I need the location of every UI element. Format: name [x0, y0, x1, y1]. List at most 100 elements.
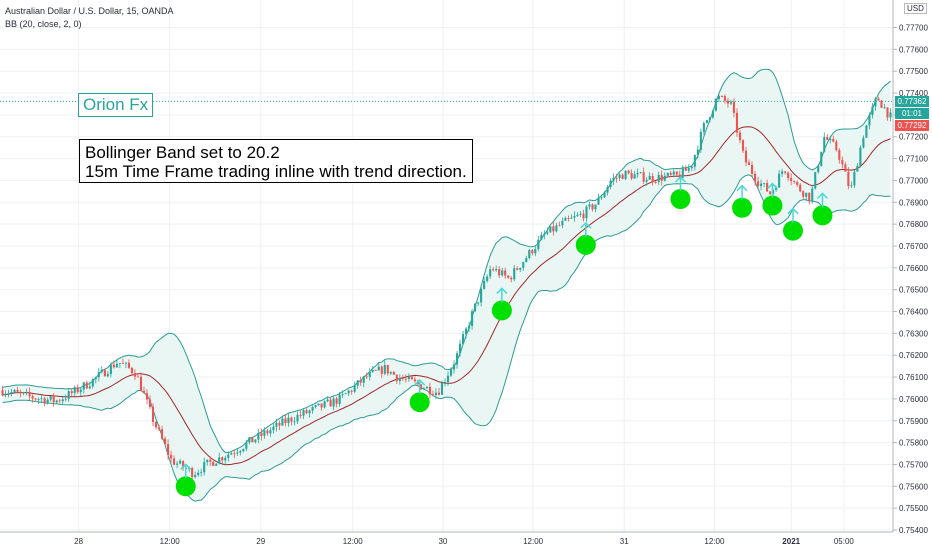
candle-body — [359, 380, 362, 383]
up-arrow-icon — [674, 175, 686, 192]
candle-body — [480, 288, 483, 303]
candle-body — [808, 192, 811, 201]
candle-body — [750, 164, 754, 174]
candle-body — [558, 225, 561, 227]
candle-body — [642, 172, 645, 182]
candle-body — [19, 391, 22, 393]
up-arrow-icon — [496, 287, 508, 303]
candle-body — [507, 275, 510, 278]
candle-body — [603, 192, 606, 198]
candle-body — [820, 151, 823, 166]
signal-dot — [409, 392, 430, 413]
candle-body — [835, 141, 838, 151]
candle-body — [22, 392, 25, 394]
time-tick-label: 05:00 — [834, 537, 855, 546]
candle-body — [46, 399, 49, 404]
candle-body — [239, 451, 242, 453]
candle-body — [705, 120, 708, 123]
candle-body — [708, 117, 711, 121]
candle-body — [233, 453, 236, 455]
candle-body — [136, 376, 140, 378]
candle-body — [850, 185, 853, 187]
candle-body — [618, 174, 621, 178]
candle-body — [576, 214, 579, 216]
candle-body — [615, 177, 618, 179]
symbol-title[interactable]: Australian Dollar / U.S. Dollar, 15, OAN… — [5, 6, 174, 16]
price-axis-bg — [893, 0, 932, 550]
candle-body — [468, 325, 471, 329]
candle-body — [151, 406, 155, 423]
candle-body — [79, 389, 82, 393]
indicator-title[interactable]: BB (20, close, 2, 0) — [5, 19, 82, 29]
candle-body — [133, 373, 137, 377]
signal-dot — [491, 300, 512, 321]
candle-body — [687, 168, 690, 171]
candle-body — [449, 369, 453, 376]
candle-body — [52, 396, 55, 403]
price-tick-label: 0.75900 — [899, 417, 928, 426]
candle-body — [311, 406, 314, 411]
candle-body — [58, 400, 61, 402]
candle-body — [61, 399, 64, 402]
candle-body — [260, 432, 263, 436]
candle-body — [516, 268, 519, 270]
signal-dot — [762, 195, 783, 216]
candle-body — [218, 457, 221, 464]
candle-body — [85, 382, 88, 389]
candle-body — [766, 182, 769, 192]
candle-body — [383, 364, 386, 374]
price-tick-label: 0.76700 — [899, 242, 928, 251]
candle-body — [82, 382, 85, 390]
candle-body — [148, 399, 152, 407]
price-tick-label: 0.75600 — [899, 482, 928, 491]
candle-body — [561, 220, 564, 226]
candle-body — [510, 277, 513, 280]
candle-body — [681, 167, 684, 178]
candle-body — [49, 396, 52, 400]
candle-body — [413, 379, 416, 382]
last-price-tag: 0.77362 — [895, 95, 929, 107]
up-arrow-icon — [180, 463, 192, 479]
candle-body — [458, 343, 462, 354]
up-arrow-icon — [766, 182, 778, 198]
candle-body — [720, 96, 723, 97]
candle-body — [455, 353, 459, 365]
price-tick-label: 0.77700 — [899, 24, 928, 33]
candle-body — [332, 398, 335, 407]
price-tick-label: 0.76800 — [899, 220, 928, 229]
candle-body — [173, 458, 176, 465]
candle-body — [880, 100, 883, 108]
upper-band — [2, 68, 891, 454]
candle-body — [699, 131, 702, 150]
candle-body — [76, 387, 79, 393]
candle-body — [669, 173, 672, 175]
currency-label[interactable]: USD — [904, 3, 927, 14]
candle-body — [203, 462, 206, 473]
candle-body — [407, 376, 410, 379]
candle-body — [73, 387, 76, 394]
candle-body — [353, 385, 356, 392]
candle-body — [13, 390, 16, 392]
candle-body — [401, 378, 404, 379]
candle-body — [118, 363, 121, 364]
candle-body — [245, 442, 248, 449]
candle-body — [889, 112, 892, 118]
candle-body — [317, 403, 320, 406]
candle-body — [528, 250, 531, 259]
candle-body — [242, 448, 245, 452]
candle-body — [55, 400, 58, 403]
price-axis[interactable]: 0.777000.776000.775000.774000.773000.772… — [892, 0, 932, 550]
time-axis[interactable]: 28 12:00 29 12:00 30 12:00 31 12:00 2021 05:00 — [0, 531, 893, 546]
candle-body — [200, 472, 203, 474]
price-tick-label: 0.77000 — [899, 176, 928, 185]
candle-body — [350, 390, 353, 392]
candle-body — [666, 173, 669, 176]
price-tick-label: 0.76500 — [899, 286, 928, 295]
candle-body — [627, 170, 630, 173]
candle-body — [139, 376, 143, 391]
candle-body — [756, 181, 760, 186]
candle-body — [365, 376, 368, 378]
candle-body — [314, 405, 317, 407]
candle-body — [121, 363, 124, 364]
